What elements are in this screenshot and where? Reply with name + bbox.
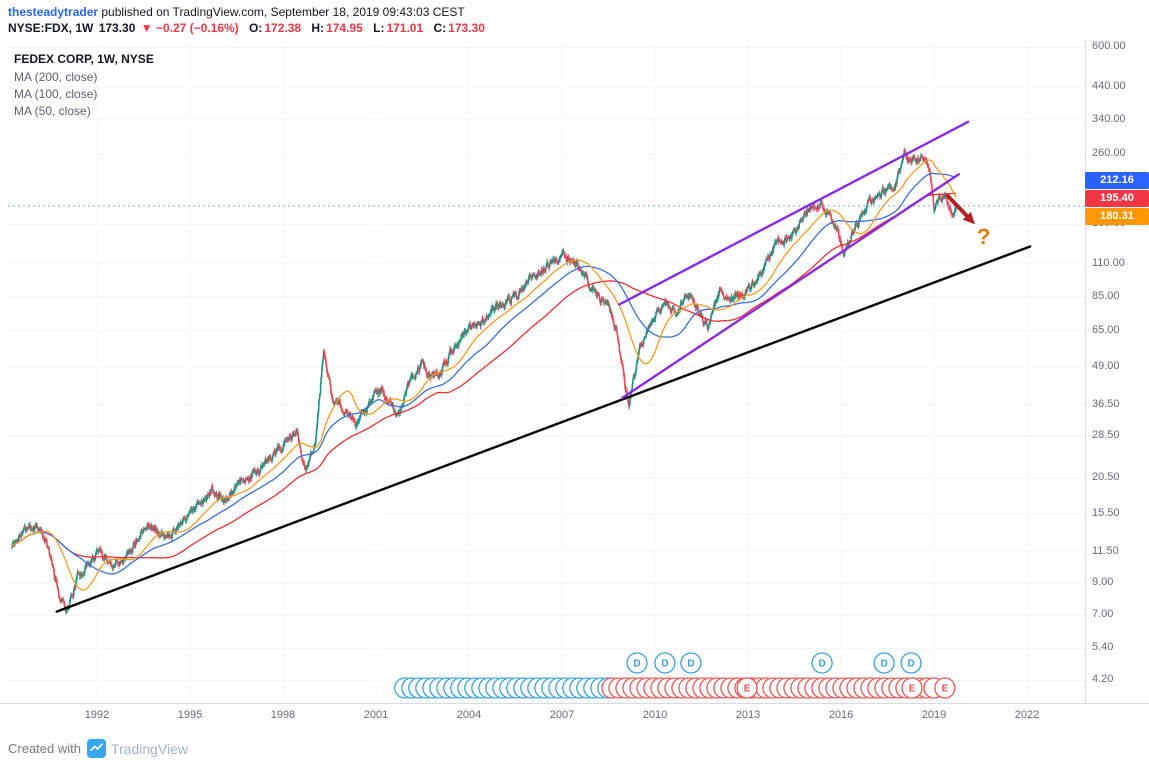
- legend-ma-100: MA (100, close): [14, 87, 98, 101]
- year-tick-label: 2016: [828, 709, 854, 721]
- price-change: ▼ −0.27 (−0.16%): [140, 21, 239, 35]
- price-tick-label: 49.00: [1092, 359, 1120, 372]
- byline-text: published on TradingView.com, September …: [98, 5, 465, 19]
- question-mark-annotation: ?: [976, 223, 991, 249]
- tradingview-logo-icon: [86, 739, 106, 758]
- price-tick-label: 260.00: [1092, 147, 1126, 160]
- price-tick-label: 28.50: [1092, 429, 1120, 442]
- price-tick-label: 5.40: [1092, 641, 1114, 654]
- last-price: 173.30: [98, 21, 136, 35]
- legend-symbol-title: FEDEX CORP, 1W, NYSE: [14, 52, 154, 66]
- year-tick-label: 1998: [270, 709, 296, 721]
- byline: thesteadytrader published on TradingView…: [8, 5, 465, 19]
- price-tick-label: 85.00: [1092, 289, 1120, 302]
- price-tick-label: 36.50: [1092, 397, 1120, 410]
- price-tick-label: 15.50: [1092, 506, 1120, 519]
- created-with-label: Created with: [8, 741, 81, 756]
- open-label: O:: [249, 21, 263, 35]
- low-label: L:: [373, 21, 385, 35]
- open-value: 172.38: [264, 21, 302, 35]
- price-tick-label: 65.00: [1092, 323, 1120, 336]
- ma-price-badge: 195.40: [1085, 189, 1149, 207]
- close-label: C:: [433, 21, 447, 35]
- price-tick-label: 110.00: [1092, 256, 1125, 269]
- tradingview-wordmark: TradingView: [110, 740, 189, 757]
- high-value: 174.95: [326, 21, 363, 35]
- close-value: 173.30: [448, 21, 485, 35]
- legend-ma-200: MA (200, close): [14, 70, 98, 84]
- low-value: 171.01: [386, 21, 424, 35]
- year-tick-label: 2004: [456, 709, 482, 721]
- legend-ma-50: MA (50, close): [14, 104, 91, 118]
- price-axis[interactable]: 600.00440.00340.00260.00150.00110.0085.0…: [1085, 0, 1149, 703]
- year-tick-label: 1992: [84, 709, 110, 721]
- high-label: H:: [311, 21, 325, 35]
- price-tick-label: 9.00: [1092, 576, 1114, 589]
- author-link[interactable]: thesteadytrader: [8, 5, 99, 19]
- price-tick-label: 440.00: [1092, 79, 1126, 92]
- footer: Created with TradingView: [8, 739, 188, 758]
- year-tick-label: 2013: [735, 709, 761, 721]
- tradingview-link[interactable]: TradingView: [86, 739, 189, 758]
- ma-price-badge: 180.31: [1085, 207, 1149, 225]
- chart-legend: FEDEX CORP, 1W, NYSE MA (200, close) MA …: [14, 52, 154, 120]
- time-axis[interactable]: 1992 1995 1998 2001 2004 2007 2010 2013 2016 2019…: [0, 703, 1149, 731]
- price-tick-label: 600.00: [1092, 40, 1126, 53]
- year-tick-label: 2007: [549, 709, 575, 721]
- symbol-status-line: NYSE:FDX, 1W 173.30 ▼ −0.27 (−0.16%) O: 1…: [8, 21, 487, 35]
- ma-price-badge: 212.16: [1085, 171, 1149, 189]
- price-tick-label: 20.50: [1092, 471, 1120, 484]
- year-tick-label: 2019: [921, 709, 947, 721]
- price-tick-label: 7.00: [1092, 608, 1114, 621]
- price-tick-label: 340.00: [1092, 112, 1126, 125]
- year-tick-label: 1995: [177, 709, 203, 721]
- year-tick-label: 2022: [1014, 709, 1040, 721]
- price-tick-label: 4.20: [1092, 673, 1114, 686]
- price-tick-label: 11.50: [1092, 544, 1119, 557]
- year-tick-label: 2001: [363, 709, 389, 721]
- symbol-title: NYSE:FDX, 1W: [8, 21, 94, 35]
- year-tick-label: 2010: [642, 709, 668, 721]
